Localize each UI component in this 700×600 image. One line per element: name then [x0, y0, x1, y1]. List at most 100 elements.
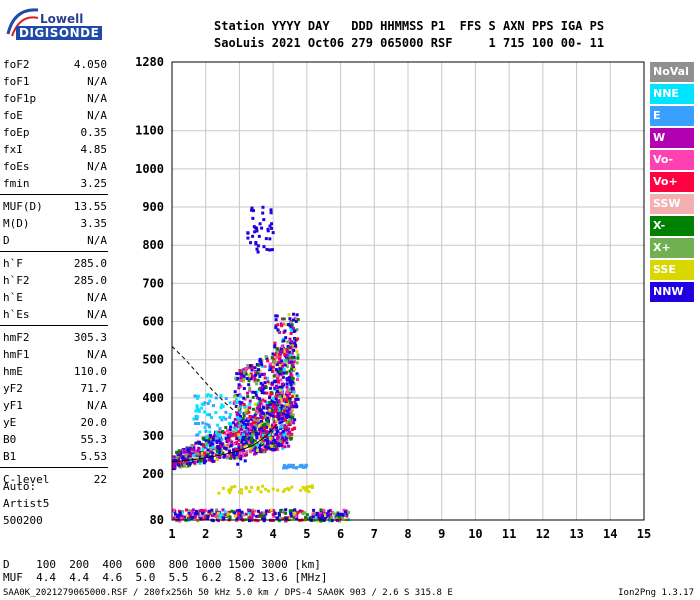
- echo-point: [263, 415, 267, 419]
- echo-point: [294, 466, 298, 470]
- echo-point: [269, 364, 273, 368]
- echo-point: [293, 418, 297, 422]
- echo-point: [258, 413, 262, 417]
- echo-point: [247, 383, 251, 387]
- echo-point: [218, 441, 222, 445]
- echo-point: [220, 430, 224, 434]
- param-name: foE: [3, 109, 23, 122]
- echo-point: [228, 452, 232, 456]
- echo-point: [290, 340, 294, 344]
- echo-point: [280, 406, 284, 410]
- echo-point: [263, 365, 267, 369]
- param-value: N/A: [87, 92, 107, 105]
- echo-point: [194, 441, 198, 445]
- echo-point: [275, 419, 279, 423]
- echo-point: [258, 374, 262, 378]
- echo-point: [289, 420, 293, 424]
- echo-point: [227, 434, 231, 438]
- echo-point: [272, 374, 276, 378]
- echo-point: [218, 447, 222, 451]
- echo-point: [347, 510, 351, 514]
- echo-point: [291, 326, 295, 330]
- logo-text-digisonde: DIGISONDE: [16, 26, 103, 40]
- param-row: yF1 N/A: [0, 397, 110, 414]
- param-value: 4.85: [80, 143, 108, 156]
- echo-point: [228, 415, 232, 419]
- scaled-parameters-panel: foF2 4.050 foF1 N/A foF1p N/A foE N/A foEp 0.35 fx…: [0, 56, 110, 488]
- echo-point: [273, 353, 277, 357]
- param-name: D: [3, 234, 10, 247]
- x-tick-label: 3: [236, 527, 243, 541]
- echo-point: [242, 442, 246, 446]
- param-value: 13.55: [73, 200, 107, 213]
- echo-point: [245, 450, 249, 454]
- param-separator: [0, 325, 108, 326]
- echo-point: [211, 445, 215, 449]
- echo-point: [268, 425, 272, 429]
- echo-point: [292, 348, 296, 352]
- echo-point: [205, 394, 209, 398]
- echo-point: [230, 485, 234, 489]
- echo-point: [256, 519, 260, 523]
- echo-point: [228, 401, 232, 405]
- param-value: 55.3: [80, 433, 108, 446]
- echo-point: [287, 350, 291, 354]
- echo-point: [309, 485, 313, 489]
- echo-point: [263, 422, 267, 426]
- echo-point: [280, 413, 284, 417]
- echo-point: [296, 356, 300, 360]
- echo-point: [261, 398, 265, 402]
- echo-point: [260, 391, 264, 395]
- echo-point: [284, 511, 288, 515]
- echo-point: [238, 400, 242, 404]
- x-tick-label: 2: [202, 527, 209, 541]
- auto-version: 500200: [3, 514, 43, 527]
- echo-point: [247, 379, 251, 383]
- echo-point: [264, 425, 268, 429]
- echo-point: [219, 449, 223, 453]
- echo-point: [295, 372, 299, 376]
- echo-point: [322, 517, 326, 521]
- echo-point: [293, 316, 297, 320]
- echo-point: [284, 516, 288, 520]
- param-separator: [0, 251, 108, 252]
- echo-point: [341, 515, 345, 519]
- echo-point: [181, 510, 185, 514]
- echo-point: [232, 421, 236, 425]
- echo-point: [258, 222, 262, 226]
- echo-point: [185, 514, 189, 518]
- echo-point: [268, 237, 272, 241]
- echo-point: [311, 515, 315, 519]
- param-name: foF1p: [3, 92, 37, 105]
- echo-point: [291, 408, 295, 412]
- echo-point: [244, 372, 248, 376]
- echo-point: [262, 406, 266, 410]
- echo-point: [188, 461, 192, 465]
- echo-point: [248, 386, 252, 390]
- echo-point: [282, 409, 286, 413]
- echo-point: [272, 515, 276, 519]
- software-version: Ion2Png 1.3.17: [618, 588, 694, 598]
- echo-point: [277, 370, 281, 374]
- echo-point: [270, 436, 274, 440]
- echo-point: [258, 359, 262, 363]
- echo-point: [255, 436, 259, 440]
- echo-point: [274, 368, 278, 372]
- param-name: hmF1: [3, 348, 30, 361]
- echo-point: [208, 425, 212, 429]
- echo-point: [275, 363, 279, 367]
- echo-point: [300, 510, 304, 514]
- echo-point: [212, 435, 216, 439]
- echo-point: [273, 433, 277, 437]
- echo-point: [271, 397, 275, 401]
- echo-point: [197, 514, 201, 518]
- echo-point: [282, 368, 286, 372]
- echo-point: [182, 463, 186, 467]
- echo-point: [290, 323, 294, 327]
- echo-point: [265, 403, 269, 407]
- echo-point: [249, 446, 253, 450]
- param-row: C-level 22: [0, 471, 110, 488]
- echo-point: [236, 415, 240, 419]
- echo-point: [265, 247, 269, 251]
- echo-point: [240, 371, 244, 375]
